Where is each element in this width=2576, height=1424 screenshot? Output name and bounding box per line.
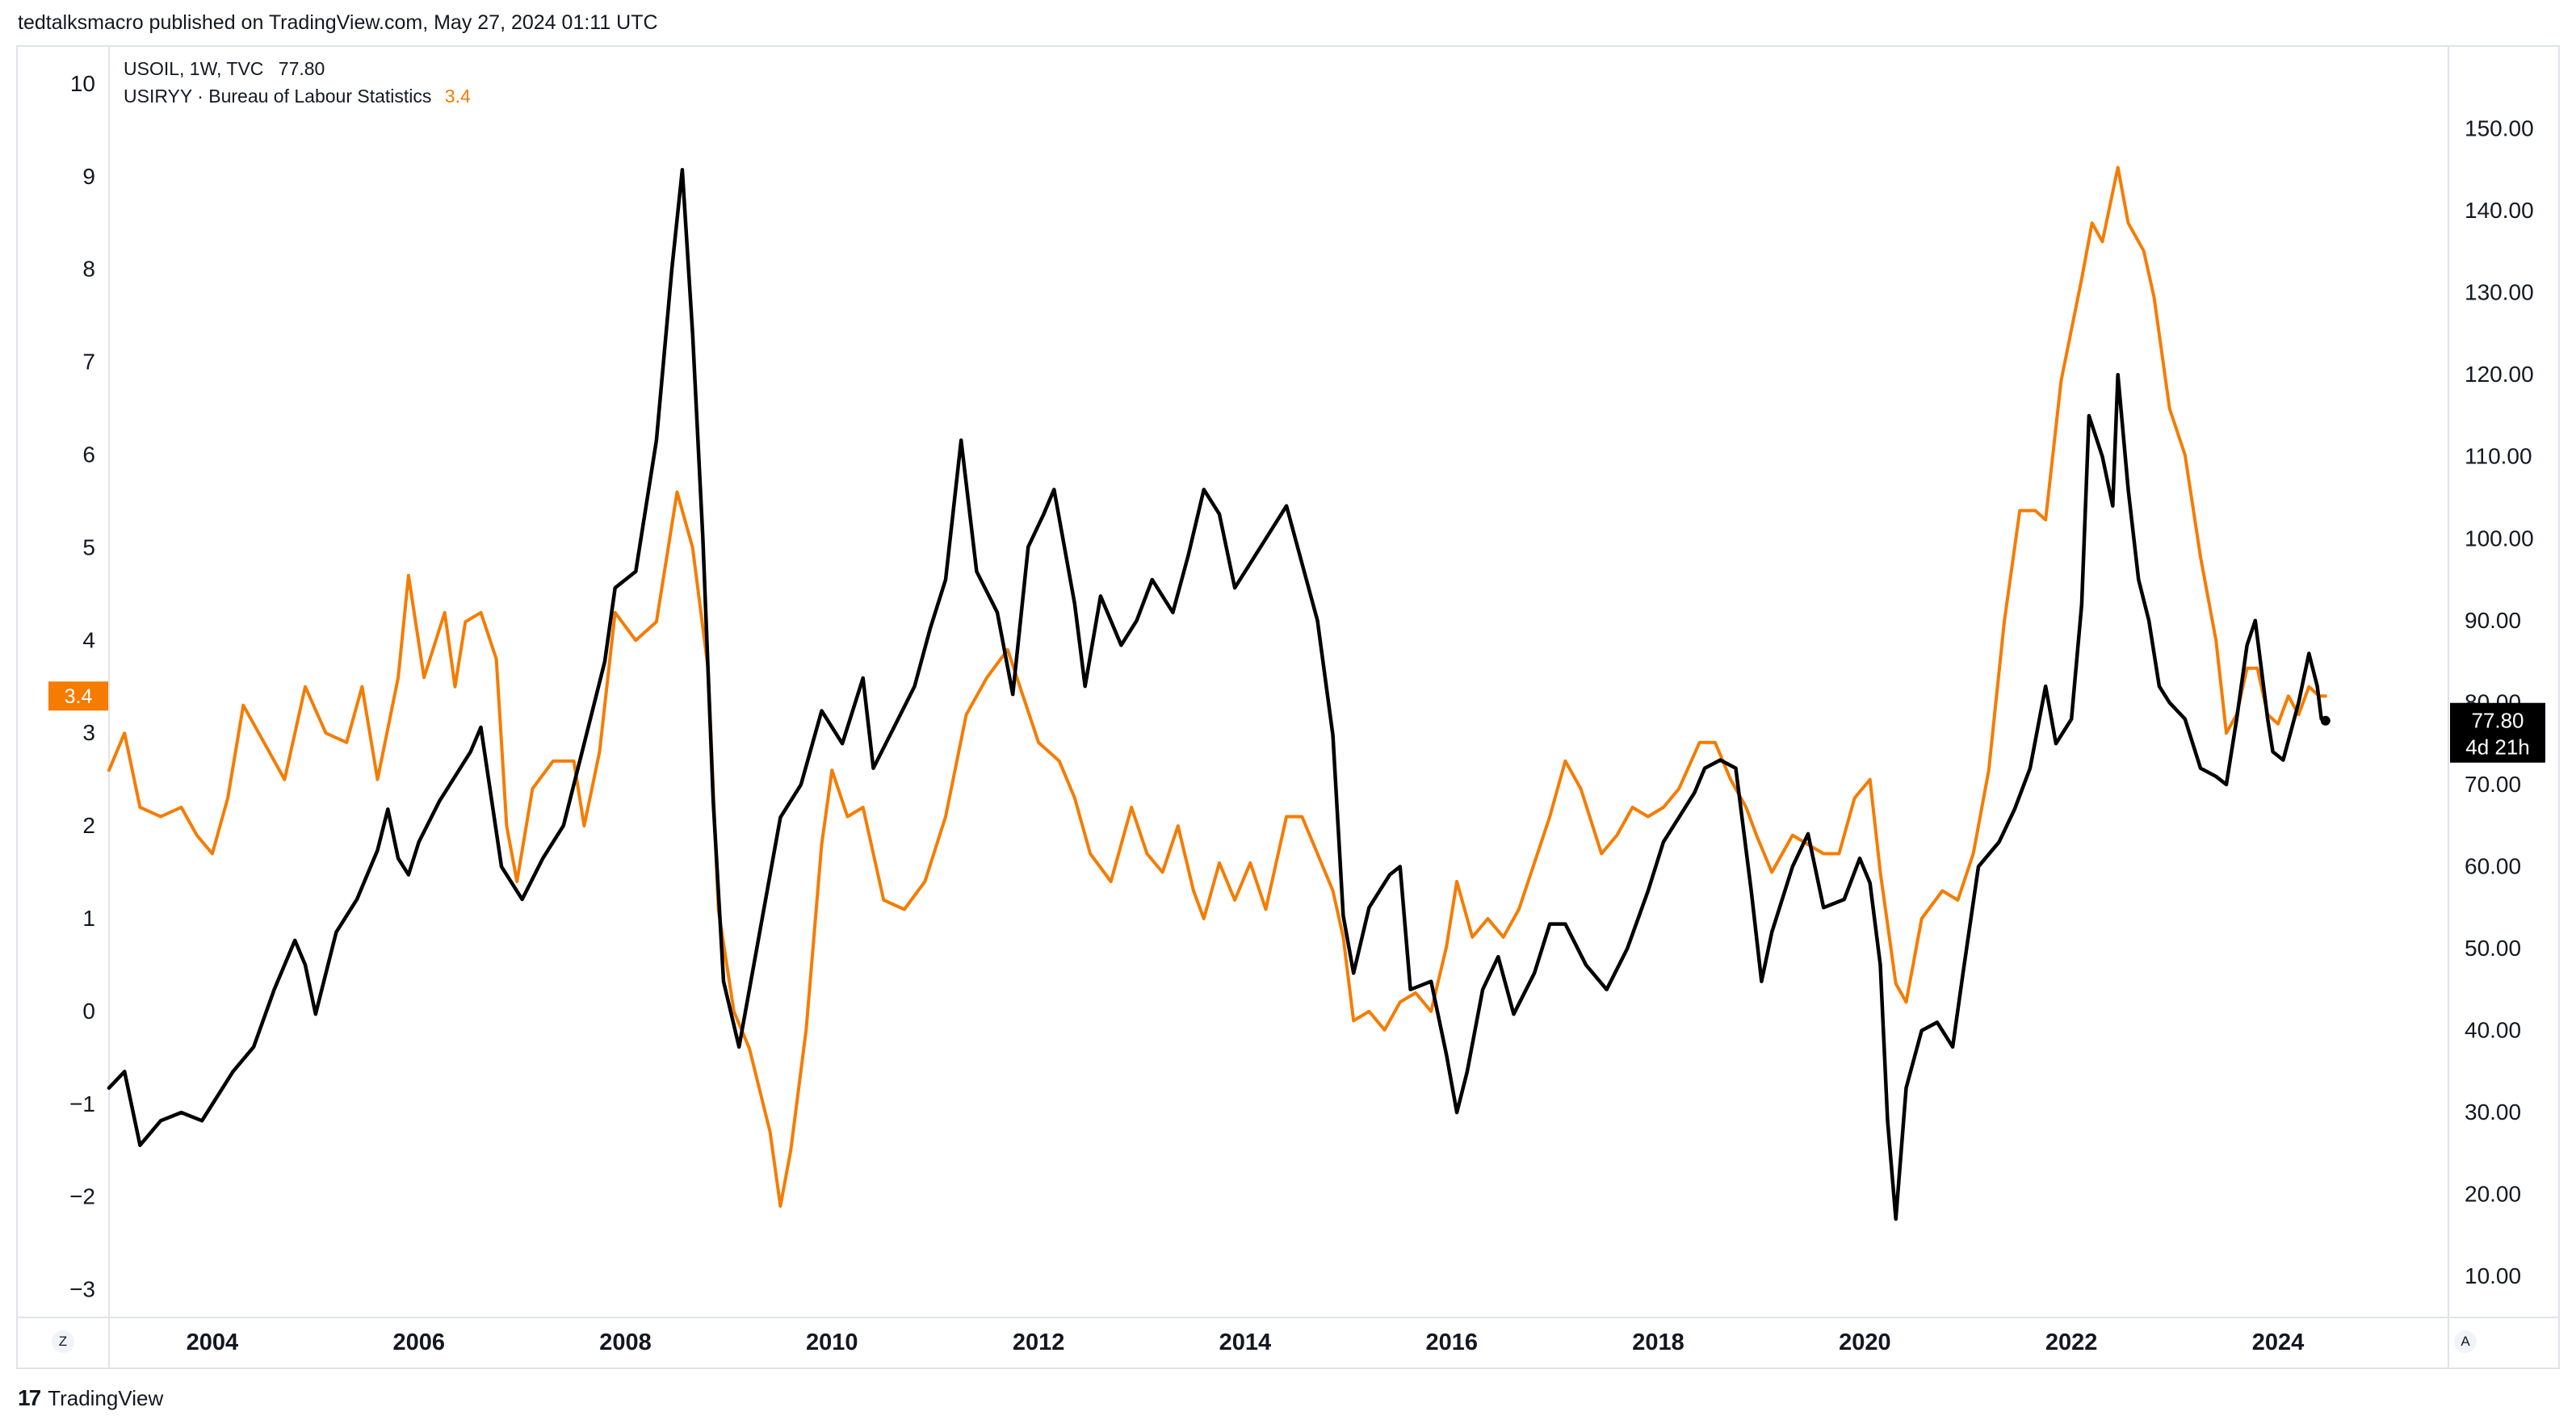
right-axis-tick-label: 20.00 xyxy=(2465,1182,2521,1207)
usiryy-series-line[interactable] xyxy=(107,165,2327,1208)
right-axis-tick-label: 60.00 xyxy=(2465,853,2521,878)
right-axis[interactable]: 150.00 140.00 130.00 120.00 110.00 100.00 90.0… xyxy=(2465,116,2534,1289)
plot-area[interactable] xyxy=(109,47,2448,1317)
right-axis-tick-label: 120.00 xyxy=(2465,362,2534,387)
time-axis-tick-label: 2012 xyxy=(1013,1330,1065,1355)
time-axis-tick-label: 2020 xyxy=(1839,1330,1891,1355)
right-axis-tick-label: 100.00 xyxy=(2465,526,2534,551)
legend-series-usiryy[interactable]: USIRYY · Bureau of Labour Statistics 3.4 xyxy=(124,86,471,107)
left-axis-tick-label: −3 xyxy=(69,1277,95,1302)
tradingview-footer[interactable]: 17 TradingView xyxy=(18,1385,163,1411)
left-axis-tick-label: 5 xyxy=(82,534,95,559)
right-axis-tick-label: 50.00 xyxy=(2465,936,2521,961)
left-axis-tick-label: 2 xyxy=(82,813,95,838)
right-axis-tick-label: 10.00 xyxy=(2465,1263,2521,1288)
left-axis-tick-label: 7 xyxy=(82,350,95,375)
right-axis-tick-label: 110.00 xyxy=(2465,444,2532,469)
legend-series-usoil[interactable]: USOIL, 1W, TVC 77.80 xyxy=(124,58,325,80)
legend-usiryy-value: 3.4 xyxy=(444,86,471,107)
left-axis-tick-label: −2 xyxy=(69,1184,95,1209)
left-axis-tick-label: 0 xyxy=(82,999,95,1024)
right-axis-tick-label: 140.00 xyxy=(2465,198,2534,223)
time-axis-tick-label: 2006 xyxy=(392,1330,445,1355)
time-axis-tick-label: 2008 xyxy=(599,1330,652,1355)
time-axis-tick-label: 2014 xyxy=(1219,1330,1272,1355)
usoil-series-line[interactable] xyxy=(107,168,2328,1221)
left-axis-tick-label: 8 xyxy=(82,257,95,282)
left-axis-tick-label: 1 xyxy=(82,906,95,931)
left-axis-tick-label: 6 xyxy=(82,442,95,467)
time-axis-tick-label: 2010 xyxy=(806,1330,858,1355)
auto-scale-toggle-button[interactable]: A xyxy=(2454,1330,2477,1353)
time-axis-tick-label: 2022 xyxy=(2045,1330,2098,1355)
time-axis-tick-label: 2018 xyxy=(1632,1330,1684,1355)
right-axis-tick-label: 150.00 xyxy=(2465,116,2534,141)
left-axis-tick-label: −1 xyxy=(69,1091,95,1116)
right-axis-tick-label: 40.00 xyxy=(2465,1018,2521,1043)
time-axis-tick-label: 2024 xyxy=(2252,1330,2305,1355)
usiryy-price-badge-label: 3.4 xyxy=(65,685,93,708)
right-axis-tick-label: 70.00 xyxy=(2465,772,2521,797)
log-scale-toggle-button[interactable]: Z xyxy=(52,1330,74,1353)
publisher-line: tedtalksmacro published on TradingView.c… xyxy=(18,11,658,34)
left-axis-tick-label: 9 xyxy=(82,164,95,189)
time-axis-tick-label: 2016 xyxy=(1425,1330,1478,1355)
right-axis-tick-label: 30.00 xyxy=(2465,1099,2521,1125)
left-axis-tick-label: 10 xyxy=(70,71,95,96)
right-axis-tick-label: 130.00 xyxy=(2465,280,2534,305)
tradingview-logo-icon: 17 xyxy=(18,1385,41,1410)
series-lines xyxy=(107,165,2331,1221)
tradingview-brand: TradingView xyxy=(48,1385,164,1410)
usoil-price-badge-label: 77.80 xyxy=(2471,709,2524,733)
legend-usiryy-label: USIRYY · Bureau of Labour Statistics xyxy=(124,86,432,107)
usiryy-price-badge xyxy=(48,681,108,711)
right-axis-tick-label: 90.00 xyxy=(2465,608,2521,633)
usoil-bar-countdown-label: 4d 21h xyxy=(2465,735,2530,760)
usoil-price-badge xyxy=(2450,702,2545,763)
usoil-last-point xyxy=(2320,715,2331,726)
left-axis-tick-label: 3 xyxy=(82,720,95,745)
axis-lines xyxy=(16,47,2560,1367)
legend-usoil-label: USOIL, 1W, TVC xyxy=(124,58,264,79)
legend-usoil-value: 77.80 xyxy=(278,58,325,79)
time-axis-tick-label: 2004 xyxy=(187,1330,239,1355)
left-axis-tick-label: 4 xyxy=(82,627,95,652)
time-axis[interactable]: 2004 2006 2008 2010 2012 2014 2016 2018 2020 2022… xyxy=(187,1330,2305,1355)
